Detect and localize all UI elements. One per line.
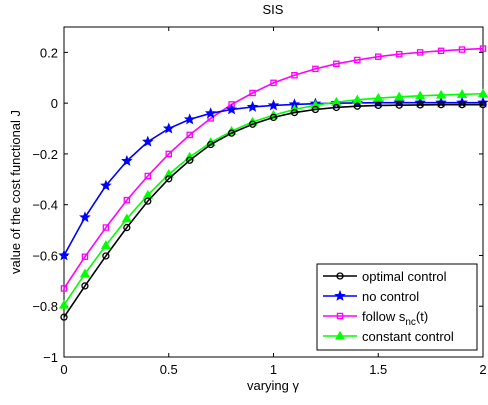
chart-title: SIS	[263, 2, 284, 17]
data-point	[415, 90, 426, 100]
data-point	[165, 175, 173, 183]
data-point	[121, 154, 133, 166]
data-point	[123, 223, 131, 232]
legend-label: no control	[362, 289, 419, 304]
series-layer	[58, 45, 488, 321]
x-tick-label: 1	[270, 362, 277, 377]
y-tick-label: 0.2	[40, 45, 58, 60]
data-point	[458, 101, 466, 109]
legend-entry: optimal control	[323, 269, 447, 284]
data-point	[249, 89, 256, 97]
y-axis-label: value of the cost functional J	[8, 110, 23, 274]
series-line	[63, 47, 484, 289]
data-point	[479, 45, 487, 52]
data-point	[162, 122, 175, 134]
data-point	[437, 47, 445, 55]
series-0	[60, 101, 487, 321]
data-point	[186, 156, 194, 164]
data-point	[165, 150, 172, 158]
data-point	[374, 101, 382, 110]
data-point	[312, 65, 319, 73]
data-point	[436, 89, 447, 99]
data-point	[269, 113, 278, 122]
y-tick-label: 0	[51, 96, 58, 111]
y-tick-label: −0.8	[32, 299, 58, 314]
legend-label: follow snc(t)	[362, 309, 428, 328]
data-point	[163, 169, 174, 178]
y-tick-label: −0.2	[32, 147, 58, 162]
x-tick-label: 0	[60, 362, 67, 377]
x-tick-label: 1.5	[369, 362, 387, 377]
x-axis-label: varying γ	[247, 378, 300, 393]
y-tick-label: −0.6	[32, 248, 58, 263]
legend-label: constant control	[362, 329, 454, 344]
data-point	[79, 268, 91, 278]
data-point	[144, 172, 152, 180]
legend-label: optimal control	[362, 269, 447, 284]
series-line	[63, 103, 483, 318]
y-tick-label: −1	[43, 350, 58, 365]
data-point	[395, 101, 403, 109]
legend: optimal control no control follow snc(t)co…	[316, 263, 478, 351]
data-point	[437, 101, 445, 109]
y-tick-label: −0.4	[32, 198, 58, 213]
data-point	[186, 131, 193, 139]
data-point	[353, 102, 361, 110]
data-point	[311, 105, 320, 114]
data-point	[479, 101, 487, 109]
data-point	[58, 299, 70, 309]
data-point	[310, 99, 321, 109]
data-point	[248, 120, 257, 128]
data-point	[123, 196, 131, 204]
data-point	[374, 53, 382, 60]
data-point	[267, 99, 280, 111]
data-point	[58, 249, 70, 261]
data-point	[100, 179, 112, 191]
x-tick-label: 2	[479, 362, 486, 377]
legend-entry: constant control	[323, 329, 454, 344]
data-point	[102, 224, 110, 231]
data-point	[121, 213, 132, 223]
data-point	[477, 88, 488, 98]
legend-entry: follow snc(t)	[323, 309, 428, 328]
data-point	[79, 211, 91, 223]
data-point	[291, 71, 298, 79]
data-point	[333, 60, 340, 68]
data-point	[102, 252, 110, 260]
legend-marker	[334, 330, 346, 340]
data-point	[458, 46, 466, 53]
data-point	[394, 91, 405, 101]
data-point	[81, 282, 89, 290]
data-point	[290, 108, 299, 117]
data-point	[395, 50, 403, 58]
data-point	[206, 140, 215, 149]
data-point	[81, 253, 89, 260]
data-point	[354, 56, 361, 64]
x-tick-label: 0.5	[160, 362, 178, 377]
data-point	[416, 101, 424, 109]
legend-entry: no control	[323, 289, 419, 304]
data-point	[183, 113, 196, 125]
data-point	[204, 107, 217, 119]
axis-ticks: 0 0.5 1 1.5 2 −1 −0.8 −0.6 −0.4 −0.2 0 0.2	[32, 27, 487, 377]
series-2	[60, 45, 487, 292]
legend-marker	[336, 312, 344, 320]
data-point	[332, 103, 341, 112]
data-point	[331, 96, 342, 106]
data-point	[60, 285, 68, 292]
data-point	[246, 100, 259, 112]
data-point	[373, 92, 384, 102]
data-point	[456, 89, 468, 98]
legend-marker	[334, 289, 346, 301]
data-point	[225, 103, 238, 115]
data-point	[100, 240, 111, 249]
data-point	[60, 313, 68, 321]
data-point	[227, 129, 236, 137]
data-point	[144, 197, 152, 205]
data-point	[416, 49, 424, 56]
data-point	[142, 135, 154, 147]
data-point	[270, 79, 277, 87]
legend-marker	[336, 272, 344, 280]
